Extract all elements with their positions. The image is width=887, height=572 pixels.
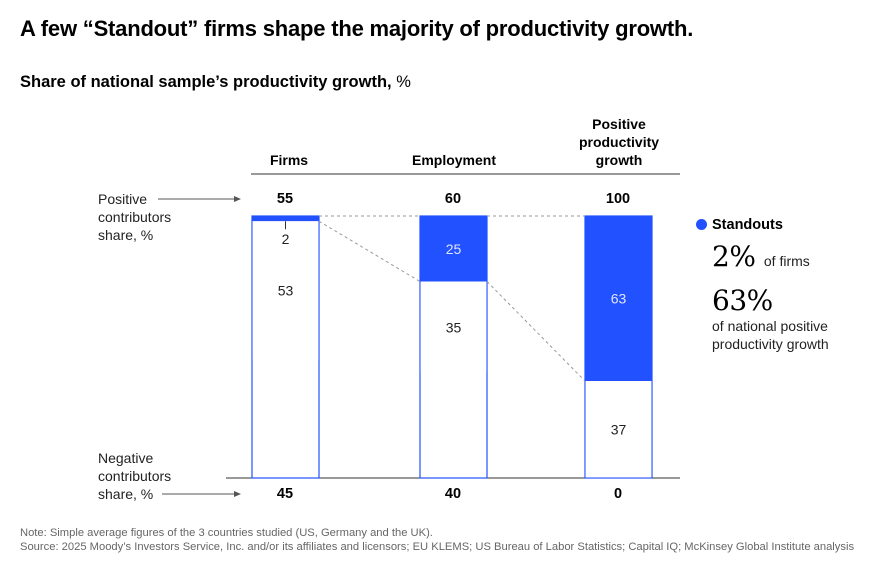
stat-productivity-text-1: of national positive — [712, 318, 828, 334]
stat-productivity-text-2: productivity growth — [712, 336, 829, 352]
data-label-other-employment: 35 — [446, 319, 462, 335]
chart-title: A few “Standout” firms shape the majorit… — [20, 16, 694, 41]
negative-total-firms: 45 — [276, 486, 294, 502]
negative-total-productivity: 0 — [613, 486, 623, 502]
positive-arrow-head — [234, 196, 241, 202]
footer: Note: Simple average figures of the 3 co… — [20, 527, 854, 554]
negative-arrow-head — [234, 491, 241, 497]
subtitle-main: Share of national sample’s productivity … — [20, 73, 392, 91]
data-label-standouts-productivity: 63 — [611, 291, 627, 307]
stat-productivity-value: 63% — [712, 284, 773, 317]
column-header-line: growth — [595, 152, 643, 168]
subtitle-unit: % — [391, 73, 411, 91]
stat-productivity: 63% of national positive productivity gr… — [712, 284, 829, 353]
column-header-line: Positive — [592, 116, 646, 132]
negative-contributors-label: Negative contributors share, % — [98, 449, 171, 503]
chart-subtitle: Share of national sample’s productivity … — [20, 73, 411, 92]
column-header-line: Employment — [411, 152, 496, 168]
data-label-other-productivity: 37 — [611, 422, 627, 438]
positive-total-employment: 60 — [444, 191, 462, 207]
stat-firms: 2% of firms — [712, 240, 810, 273]
stat-firms-text: of firms — [763, 253, 810, 269]
bar-other-productivity — [585, 381, 652, 478]
standouts-dot-icon — [696, 219, 707, 230]
positive-label-line: Positive — [98, 191, 148, 207]
positive-label-line: share, % — [98, 227, 154, 243]
positive-label-line: contributors — [98, 209, 172, 225]
negative-total-employment: 40 — [444, 486, 462, 502]
stat-firms-value: 2% — [712, 240, 756, 273]
connector-bottom-1 — [486, 281, 586, 382]
bar-standouts-productivity — [585, 216, 652, 382]
data-label-other-firms: 53 — [278, 283, 294, 299]
column-header-employment: Employment — [394, 151, 514, 169]
data-label-standouts-firms: 2 — [282, 231, 290, 247]
legend-label: Standouts — [712, 217, 783, 233]
bar-other-employment — [420, 281, 487, 373]
column-header-line: Firms — [269, 152, 309, 168]
connector-bottom-0 — [318, 220, 421, 282]
footer-note: Note: Simple average figures of the 3 co… — [20, 527, 433, 539]
column-header-line: productivity — [578, 134, 660, 150]
column-header-productivity-growth: Positive productivity growth — [559, 115, 679, 169]
positive-total-productivity: 100 — [605, 191, 631, 207]
bar-standouts-employment — [420, 216, 487, 282]
data-label-standouts-employment: 25 — [446, 241, 462, 257]
negative-label-line: contributors — [98, 468, 172, 484]
negative-label-line: share, % — [98, 486, 154, 502]
column-header-firms: Firms — [229, 151, 349, 169]
footer-source: Source: 2025 Moody’s Investors Service, … — [20, 540, 855, 553]
positive-total-firms: 55 — [276, 191, 294, 207]
bar-other-firms — [252, 221, 319, 360]
negative-label-line: Negative — [98, 450, 154, 466]
positive-contributors-label: Positive contributors share, % — [98, 190, 171, 244]
legend-standouts: Standouts — [696, 217, 783, 233]
bar-standouts-firms — [252, 216, 319, 222]
